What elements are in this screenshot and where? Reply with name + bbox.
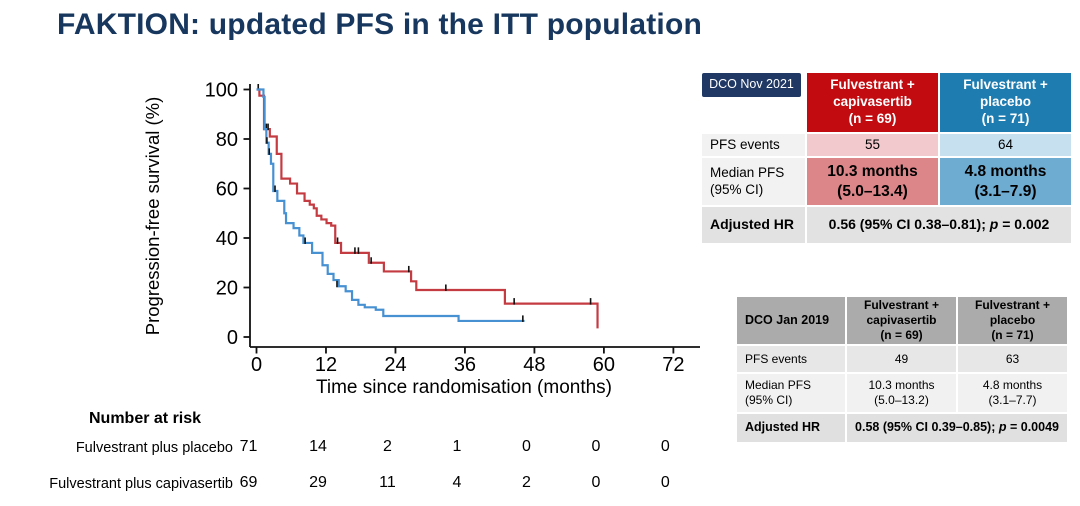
x-axis-title: Time since randomisation (months) <box>316 377 612 398</box>
adjusted-hr-value: 0.56 (95% CI 0.38–0.81); p = 0.002 <box>807 207 1071 243</box>
column-header-capivasertib: Fulvestrant + capivasertib (n = 69) <box>807 73 938 132</box>
risk-value: 69 <box>239 474 258 491</box>
number-at-risk-heading: Number at risk <box>89 410 202 427</box>
censor-ticks-placebo <box>266 137 524 322</box>
svg-text:40: 40 <box>216 228 238 250</box>
row-label-adjusted-hr: Adjusted HR <box>702 207 805 243</box>
risk-value: 4 <box>452 474 462 491</box>
risk-value: 11 <box>379 474 396 491</box>
row-label-pfs-events: PFS events <box>702 134 805 156</box>
row-label-pfs-events-2019: PFS events <box>737 346 845 372</box>
risk-value: 1 <box>452 438 462 455</box>
svg-text:12: 12 <box>315 354 337 376</box>
pfs-events-capivasertib-2019: 49 <box>847 346 956 372</box>
adjusted-hr-value-2019: 0.58 (95% CI 0.39–0.85); p = 0.0049 <box>847 414 1067 442</box>
median-pfs-placebo: 4.8 months (3.1–7.9) <box>940 158 1071 205</box>
risk-value: 2 <box>521 474 531 491</box>
risk-value: 0 <box>591 474 601 491</box>
risk-row-label-placebo: Fulvestrant plus placebo <box>75 440 233 456</box>
km-curve-capivasertib <box>256 88 599 329</box>
pfs-events-capivasertib: 55 <box>807 134 938 156</box>
risk-value: 0 <box>660 474 670 491</box>
km-tick-labels: 0 20 40 60 80 100 0 12 24 36 48 60 72 <box>205 80 685 377</box>
risk-value: 29 <box>309 474 327 491</box>
risk-value: 14 <box>309 438 327 455</box>
risk-row-label-capivasertib: Fulvestrant plus capivasertib <box>49 476 233 492</box>
km-curve-placebo <box>256 88 525 323</box>
column-header-placebo-2019: Fulvestrant + placebo (n = 71) <box>958 297 1067 344</box>
risk-value: 0 <box>591 438 601 455</box>
censor-ticks-capivasertib <box>257 84 592 305</box>
svg-text:60: 60 <box>216 179 238 201</box>
svg-text:72: 72 <box>662 354 684 376</box>
svg-text:48: 48 <box>523 354 545 376</box>
dco-nov-2021-cell: DCO Nov 2021 <box>702 73 805 132</box>
risk-value: 2 <box>383 438 392 455</box>
column-header-capivasertib-2019: Fulvestrant + capivasertib (n = 69) <box>847 297 956 344</box>
risk-value: 71 <box>239 438 258 455</box>
risk-value: 0 <box>521 438 531 455</box>
page-title: FAKTION: updated PFS in the ITT populati… <box>57 8 703 41</box>
dco-jan-2019-cell: DCO Jan 2019 <box>737 297 845 344</box>
km-axes <box>243 84 700 354</box>
svg-text:24: 24 <box>384 354 406 376</box>
pfs-events-placebo-2019: 63 <box>958 346 1067 372</box>
results-table-dco-nov-2021: DCO Nov 2021 Fulvestrant + capivasertib … <box>702 73 1071 243</box>
median-pfs-capivasertib: 10.3 months (5.0–13.4) <box>807 158 938 205</box>
svg-text:100: 100 <box>205 80 238 102</box>
svg-text:0: 0 <box>227 327 238 349</box>
pfs-events-placebo: 64 <box>940 134 1071 156</box>
row-label-median-pfs-2019: Median PFS (95% CI) <box>737 374 845 412</box>
svg-text:20: 20 <box>216 278 238 300</box>
svg-text:36: 36 <box>454 354 476 376</box>
results-table-dco-jan-2019: DCO Jan 2019 Fulvestrant + capivasertib … <box>737 297 1067 442</box>
svg-text:0: 0 <box>251 354 262 376</box>
dco-nov-2021-badge: DCO Nov 2021 <box>702 73 801 97</box>
y-axis-title: Progression-free survival (%) <box>142 97 163 336</box>
risk-value: 0 <box>660 438 670 455</box>
row-label-median-pfs: Median PFS (95% CI) <box>702 158 805 205</box>
column-header-placebo: Fulvestrant + placebo (n = 71) <box>940 73 1071 132</box>
svg-text:80: 80 <box>216 129 238 151</box>
row-label-adjusted-hr-2019: Adjusted HR <box>737 414 845 442</box>
svg-text:60: 60 <box>593 354 615 376</box>
median-pfs-placebo-2019: 4.8 months (3.1–7.7) <box>958 374 1067 412</box>
median-pfs-capivasertib-2019: 10.3 months (5.0–13.2) <box>847 374 956 412</box>
